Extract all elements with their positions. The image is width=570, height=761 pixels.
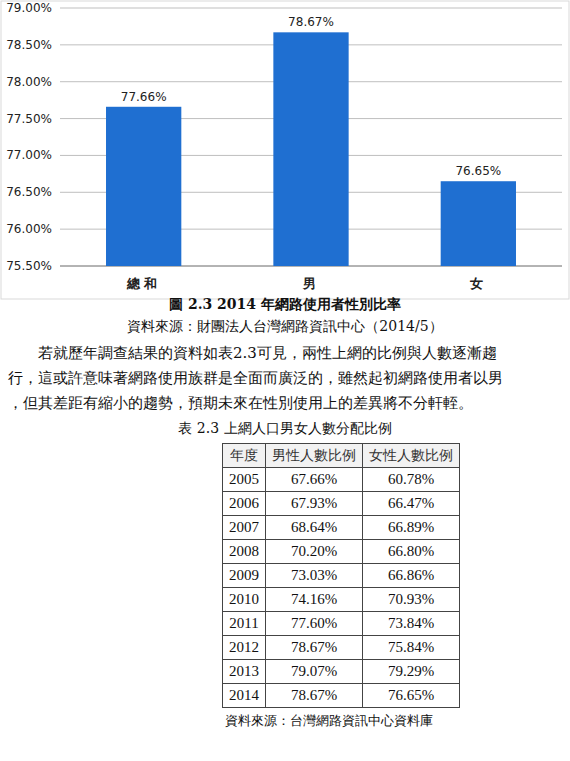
header-cell: 女性人數比例 — [363, 444, 460, 468]
table-cell: 75.84% — [363, 636, 460, 660]
y-tick-label: 79.00% — [6, 1, 52, 15]
table-cell: 67.66% — [266, 468, 363, 492]
table-cell: 74.16% — [266, 588, 363, 612]
data-label: 78.67% — [288, 15, 334, 29]
table-cell: 79.29% — [363, 660, 460, 684]
table-cell: 66.47% — [363, 492, 460, 516]
table-row: 201478.67%76.65% — [223, 684, 460, 708]
table-cell: 68.64% — [266, 516, 363, 540]
table-cell: 73.03% — [266, 564, 363, 588]
bars — [106, 32, 516, 266]
table-row: 200973.03%66.86% — [223, 564, 460, 588]
table-row: 201278.67%75.84% — [223, 636, 460, 660]
table-cell: 70.20% — [266, 540, 363, 564]
table-cell: 66.89% — [363, 516, 460, 540]
chart: 75.50% 76.00% 76.50% 77.00% 77.50% 78.00% 78.5… — [0, 0, 570, 300]
bar — [441, 181, 516, 266]
y-tick-label: 76.00% — [6, 222, 52, 236]
table-cell: 77.60% — [266, 612, 363, 636]
y-tick-label: 78.50% — [6, 38, 52, 52]
table-cell: 78.67% — [266, 636, 363, 660]
figure-source: 資料來源：財團法人台灣網路資訊中心（2014/5） — [0, 318, 570, 336]
figure-caption: 圖 2.3 2014 年網路使用者性別比率 — [0, 296, 570, 314]
data-label: 76.65% — [455, 164, 501, 178]
bar — [273, 32, 348, 266]
table-cell: 2012 — [223, 636, 266, 660]
table-cell: 2005 — [223, 468, 266, 492]
table-cell: 2006 — [223, 492, 266, 516]
bar — [106, 107, 181, 266]
chart-frame — [1, 1, 569, 299]
table-cell: 73.84% — [363, 612, 460, 636]
table-cell: 70.93% — [363, 588, 460, 612]
header-cell: 年度 — [223, 444, 266, 468]
table-cell: 60.78% — [363, 468, 460, 492]
table-cell: 67.93% — [266, 492, 363, 516]
y-tick-label: 77.00% — [6, 148, 52, 162]
table-title: 表 2.3 上網人口男女人數分配比例 — [0, 420, 570, 438]
table-cell: 2009 — [223, 564, 266, 588]
data-label: 77.66% — [121, 90, 167, 104]
y-tick-label: 78.00% — [6, 75, 52, 89]
x-tick-label: 總和 — [126, 276, 161, 291]
table-cell: 79.07% — [266, 660, 363, 684]
table-cell: 76.65% — [363, 684, 460, 708]
paragraph-line: 若就歷年調查結果的資料如表2.3可見，兩性上網的比例與人數逐漸趨 — [8, 341, 503, 366]
y-tick-label: 76.50% — [6, 185, 52, 199]
table-row: 201074.16%70.93% — [223, 588, 460, 612]
y-tick-label: 75.50% — [6, 259, 52, 273]
paragraph: 若就歷年調查結果的資料如表2.3可見，兩性上網的比例與人數逐漸趨行，這或許意味著… — [8, 341, 503, 416]
table-row: 200768.64%66.89% — [223, 516, 460, 540]
x-tick-label: 男 — [302, 276, 320, 291]
table-row: 200567.66%60.78% — [223, 468, 460, 492]
paragraph-line: 行，這或許意味著網路使用族群是全面而廣泛的，雖然起初網路使用者以男 — [8, 366, 503, 391]
header-row: 年度男性人數比例女性人數比例 — [223, 444, 460, 468]
table-row: 200667.93%66.47% — [223, 492, 460, 516]
header-cell: 男性人數比例 — [266, 444, 363, 468]
table-cell: 78.67% — [266, 684, 363, 708]
table-row: 201379.07%79.29% — [223, 660, 460, 684]
table-row: 200870.20%66.80% — [223, 540, 460, 564]
paragraph-line: ，但其差距有縮小的趨勢，預期未來在性別使用上的差異將不分軒輊。 — [8, 391, 503, 416]
table-cell: 2014 — [223, 684, 266, 708]
y-tick-label: 77.50% — [6, 112, 52, 126]
table-source: 資料來源：台灣網路資訊中心資料庫 — [225, 712, 433, 730]
table-cell: 2008 — [223, 540, 266, 564]
grid-line — [60, 8, 562, 9]
table-cell: 2011 — [223, 612, 266, 636]
table-row: 201177.60%73.84% — [223, 612, 460, 636]
table-cell: 2010 — [223, 588, 266, 612]
table-cell: 66.80% — [363, 540, 460, 564]
x-tick-label: 女 — [469, 276, 487, 291]
table: 年度男性人數比例女性人數比例200567.66%60.78%200667.93%… — [222, 443, 460, 708]
table-cell: 66.86% — [363, 564, 460, 588]
table-cell: 2013 — [223, 660, 266, 684]
table-cell: 2007 — [223, 516, 266, 540]
